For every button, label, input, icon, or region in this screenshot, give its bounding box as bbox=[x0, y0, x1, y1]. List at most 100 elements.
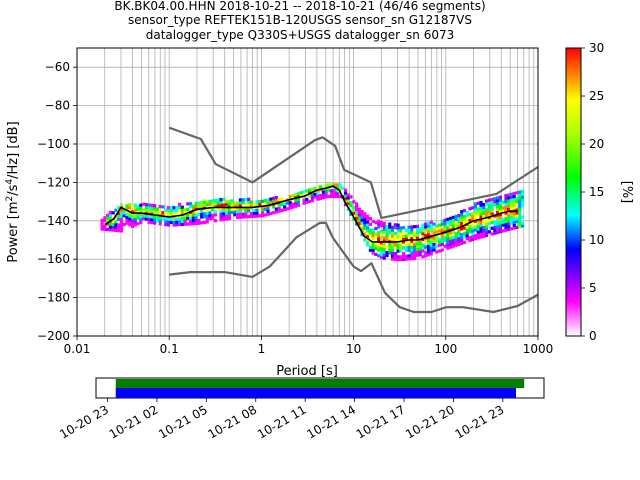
density-cell bbox=[125, 212, 129, 217]
density-cell bbox=[479, 221, 483, 225]
density-cell bbox=[443, 244, 447, 248]
density-cell bbox=[125, 204, 129, 208]
density-cell bbox=[482, 211, 486, 215]
density-cell bbox=[166, 220, 171, 224]
density-cell bbox=[158, 210, 162, 214]
density-cell bbox=[473, 234, 478, 238]
density-cell bbox=[496, 196, 500, 200]
density-cell bbox=[446, 232, 450, 236]
density-cell bbox=[166, 217, 171, 221]
density-cell bbox=[462, 214, 467, 219]
density-cell bbox=[468, 215, 472, 220]
density-cell bbox=[498, 212, 503, 217]
density-cell bbox=[485, 213, 489, 217]
density-cell bbox=[507, 204, 511, 209]
density-cell bbox=[241, 212, 245, 216]
density-cell bbox=[512, 217, 516, 222]
density-cell bbox=[396, 223, 400, 227]
density-cell bbox=[460, 210, 464, 214]
density-cell bbox=[274, 207, 278, 211]
density-cell bbox=[421, 237, 425, 242]
density-cell bbox=[421, 223, 425, 227]
density-cell bbox=[225, 211, 229, 215]
density-cell bbox=[496, 210, 500, 214]
density-cell bbox=[169, 217, 173, 222]
x-tick-label: 0.1 bbox=[160, 342, 179, 356]
density-cell bbox=[371, 251, 375, 255]
density-cell bbox=[158, 222, 162, 226]
density-cell bbox=[518, 213, 522, 217]
density-cell bbox=[211, 213, 215, 217]
density-cell bbox=[371, 237, 375, 241]
colorbar-tick-label: 25 bbox=[589, 89, 604, 103]
density-cell bbox=[175, 205, 179, 210]
density-cell bbox=[518, 190, 522, 194]
density-cell bbox=[415, 227, 420, 231]
density-cell bbox=[189, 205, 193, 209]
density-cell bbox=[374, 226, 378, 231]
density-cell bbox=[202, 215, 207, 219]
density-cell bbox=[496, 222, 500, 226]
density-cell bbox=[130, 221, 135, 226]
density-cell bbox=[507, 225, 511, 229]
density-cell bbox=[169, 209, 173, 213]
density-cell bbox=[294, 193, 298, 197]
density-cell bbox=[451, 235, 455, 240]
density-cell bbox=[222, 209, 226, 213]
density-cell bbox=[435, 244, 439, 248]
density-cell bbox=[377, 234, 381, 238]
density-cell bbox=[139, 203, 143, 207]
density-cell bbox=[194, 204, 198, 208]
density-cell bbox=[501, 220, 505, 224]
density-cell bbox=[106, 222, 110, 226]
density-cell bbox=[460, 212, 464, 217]
density-cell bbox=[476, 221, 480, 226]
density-cell bbox=[357, 219, 361, 223]
density-cell bbox=[136, 213, 140, 217]
density-cell bbox=[338, 194, 342, 199]
density-cell bbox=[385, 245, 389, 249]
density-cell bbox=[313, 195, 317, 199]
density-cell bbox=[241, 201, 245, 205]
density-cell bbox=[388, 231, 392, 235]
density-cell bbox=[338, 186, 342, 190]
density-cell bbox=[413, 242, 417, 246]
density-cell bbox=[379, 249, 384, 254]
density-cell bbox=[418, 253, 422, 257]
density-cell bbox=[227, 199, 231, 203]
density-cell bbox=[233, 210, 237, 214]
density-cell bbox=[404, 228, 408, 232]
density-cell bbox=[399, 235, 403, 239]
density-cell bbox=[476, 213, 480, 217]
density-cell bbox=[368, 240, 373, 244]
density-cell bbox=[280, 208, 284, 213]
density-cell bbox=[219, 203, 223, 208]
density-cell bbox=[330, 192, 334, 196]
density-cell bbox=[194, 213, 198, 217]
density-cell bbox=[216, 198, 220, 202]
colorbar-tick-label: 0 bbox=[589, 329, 597, 343]
density-cell bbox=[142, 202, 146, 206]
density-cell bbox=[294, 198, 298, 203]
coverage-tick-label: 10-21 08 bbox=[206, 402, 260, 441]
density-cell bbox=[299, 191, 303, 195]
density-cell bbox=[205, 211, 209, 215]
density-cell bbox=[310, 193, 314, 197]
density-cell bbox=[473, 216, 478, 221]
density-cell bbox=[291, 202, 295, 206]
density-cell bbox=[468, 238, 472, 243]
density-cell bbox=[399, 229, 403, 233]
density-cell bbox=[512, 223, 516, 227]
density-cell bbox=[260, 205, 265, 209]
density-cell bbox=[363, 238, 367, 242]
density-cell bbox=[277, 203, 281, 208]
density-cell bbox=[396, 237, 400, 242]
density-cell bbox=[418, 244, 422, 248]
density-cell bbox=[509, 207, 514, 211]
density-cell bbox=[244, 206, 248, 210]
density-cell bbox=[144, 203, 148, 207]
density-cell bbox=[247, 203, 251, 207]
density-cell bbox=[238, 215, 243, 219]
y-tick-label: −100 bbox=[37, 137, 70, 151]
density-cell bbox=[111, 228, 115, 232]
